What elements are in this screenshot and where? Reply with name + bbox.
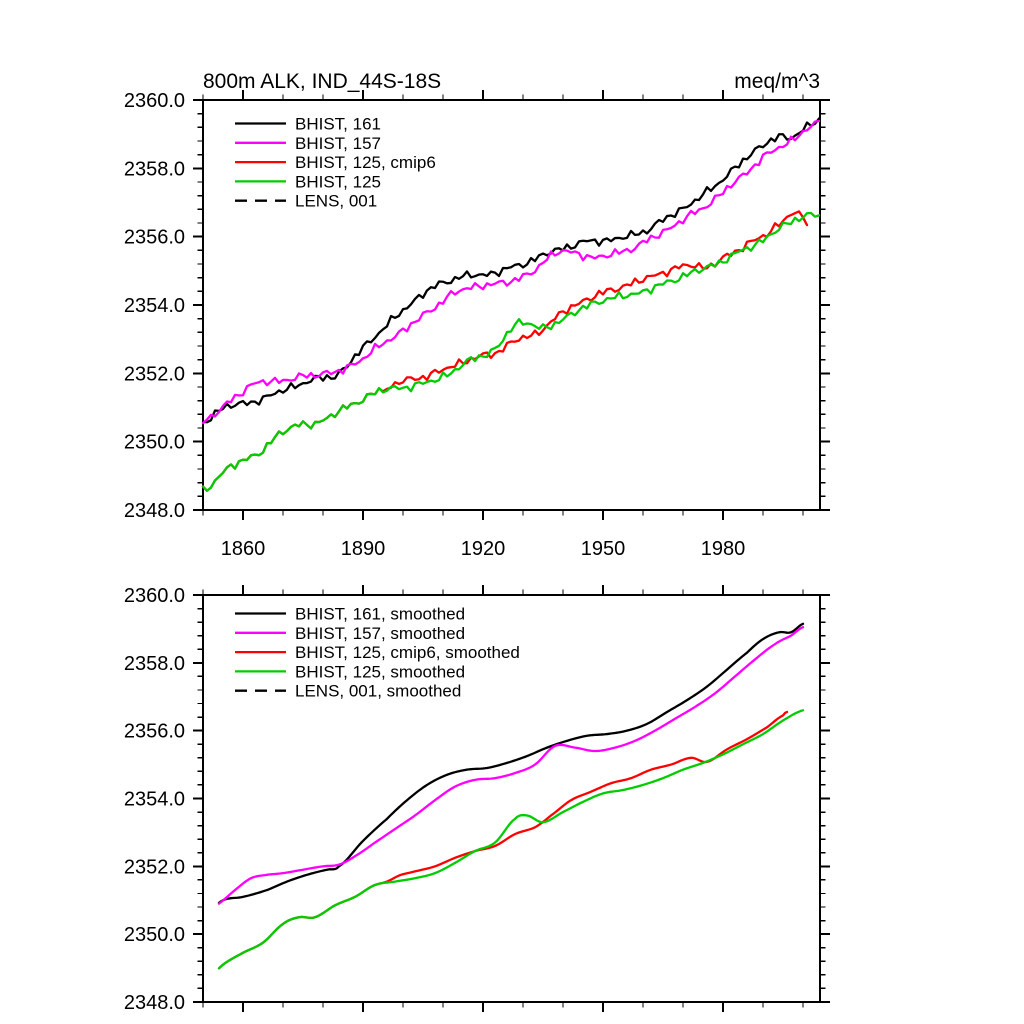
top-panel-units-label: meq/m^3 [734, 70, 820, 93]
series-line-bhist-125-cmip6 [201, 210, 809, 492]
legend-item: BHIST, 125, cmip6 [235, 153, 436, 172]
series-line-bhist-125-smoothed [217, 709, 805, 970]
series-line-bhist-157 [201, 119, 821, 425]
y-tick-label: 2352.0 [124, 363, 185, 385]
series-line-bhist-125-cmip6-smoothed [217, 710, 789, 970]
y-tick-label: 2354.0 [124, 789, 185, 811]
legend-label: BHIST, 157 [295, 134, 381, 153]
series-line-bhist-125 [201, 211, 821, 492]
legend-label: LENS, 001, smoothed [295, 682, 461, 701]
x-tick-label: 1890 [341, 538, 386, 560]
y-tick-label: 2348.0 [124, 500, 185, 522]
y-tick-label: 2354.0 [124, 295, 185, 317]
x-tick-label: 1920 [461, 538, 506, 560]
legend-label: BHIST, 157, smoothed [295, 624, 465, 643]
y-tick-label: 2348.0 [124, 992, 185, 1014]
legend-label: BHIST, 125 [295, 172, 381, 191]
x-tick-label: 1860 [221, 538, 266, 560]
top-panel: 2348.0 2350.0 2352.0 2354.0 2356.0 2358.0 2360… [124, 90, 830, 560]
series-line-bhist-157-smoothed [217, 626, 805, 905]
legend-item: BHIST, 157, smoothed [235, 624, 465, 643]
legend-item: LENS, 001 [235, 192, 377, 211]
y-tick-label: 2360.0 [124, 585, 185, 607]
legend-label: BHIST, 125, smoothed [295, 662, 465, 681]
legend-item: BHIST, 125, smoothed [235, 662, 465, 681]
y-tick-label: 2350.0 [124, 432, 185, 454]
legend-label: LENS, 001 [295, 192, 377, 211]
axis-ticks [193, 90, 830, 520]
series-line-bhist-161 [201, 117, 821, 424]
y-tick-label: 2350.0 [124, 924, 185, 946]
y-tick-label: 2358.0 [124, 158, 185, 180]
legend-label: BHIST, 125, cmip6 [295, 153, 436, 172]
legend-label: BHIST, 161, smoothed [295, 605, 465, 624]
legend-label: BHIST, 125, cmip6, smoothed [295, 643, 520, 662]
bottom-panel: 2348.0 2350.0 2352.0 2354.0 2356.0 2358.0 2360… [124, 585, 830, 1014]
legend-item: BHIST, 125 [235, 172, 381, 191]
legend-item: BHIST, 125, cmip6, smoothed [235, 643, 520, 662]
y-tick-label: 2352.0 [124, 856, 185, 878]
x-tick-label: 1980 [701, 538, 746, 560]
legend-item: BHIST, 157 [235, 134, 381, 153]
top-panel-title: 800m ALK, IND_44S-18S [203, 70, 441, 93]
y-tick-label: 2360.0 [124, 90, 185, 112]
legend-item: BHIST, 161 [235, 115, 381, 134]
legend-item: LENS, 001, smoothed [235, 682, 461, 701]
legend-item: BHIST, 161, smoothed [235, 605, 465, 624]
y-tick-label: 2356.0 [124, 721, 185, 743]
axis-ticks [193, 585, 830, 1012]
y-tick-label: 2358.0 [124, 653, 185, 675]
legend-label: BHIST, 161 [295, 115, 381, 134]
y-tick-label: 2356.0 [124, 227, 185, 249]
series-line-bhist-161-smoothed [217, 622, 805, 904]
x-tick-label: 1950 [581, 538, 626, 560]
